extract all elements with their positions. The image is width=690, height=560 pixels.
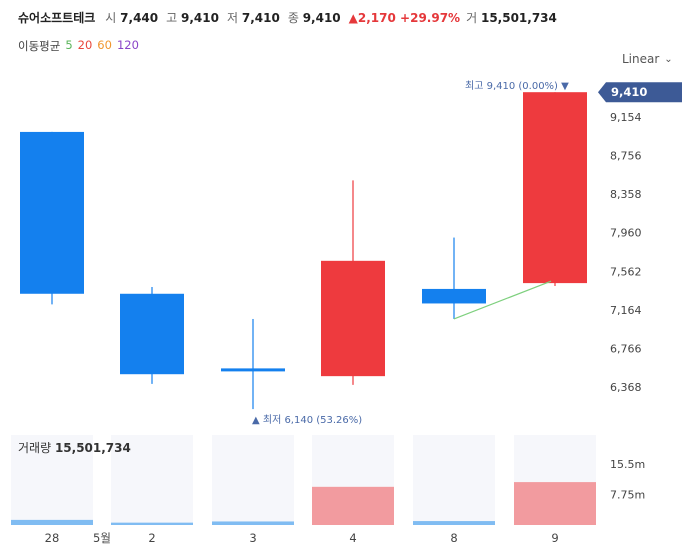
x-tick-label: 8 xyxy=(450,531,457,545)
ma-5[interactable]: 5 xyxy=(65,38,73,52)
volume-value: 15,501,734 xyxy=(480,11,557,25)
high-value: 9,410 xyxy=(181,11,219,25)
price-tick-label: 9,154 xyxy=(610,111,642,124)
price-tick-label: 7,164 xyxy=(610,304,642,317)
volume-panel-bg xyxy=(212,435,294,525)
volume-bar xyxy=(11,519,93,525)
candle-body xyxy=(422,288,486,304)
volume-tick-label: 15.5m xyxy=(610,458,645,471)
price-tick-label: 7,562 xyxy=(610,265,642,278)
high-label: 고 xyxy=(166,11,178,25)
volume-bar xyxy=(212,521,294,525)
x-tick-label: 3 xyxy=(249,531,256,545)
moving-average-legend: 이동평균 5 20 60 120 xyxy=(18,38,139,54)
chevron-down-icon: ⌄ xyxy=(664,53,673,65)
month-marker-label: 5월 xyxy=(93,531,111,545)
candle-body xyxy=(120,293,184,375)
candle-body xyxy=(20,131,84,294)
price-tick-label: 7,960 xyxy=(610,227,642,240)
price-tick-label: 6,368 xyxy=(610,381,642,394)
volume-bar xyxy=(413,521,495,525)
close-label: 종 xyxy=(287,11,299,25)
high-annotation: 최고 9,410 (0.00%) ▼ xyxy=(465,80,569,92)
scale-label: Linear xyxy=(622,52,660,66)
volume-panel-bg xyxy=(11,435,93,525)
low-label: 저 xyxy=(226,11,239,25)
moving-average-label: 이동평균 xyxy=(18,39,61,53)
x-tick-label: 9 xyxy=(551,531,558,545)
volume-panel-bg xyxy=(413,435,495,525)
current-price-label: 9,410 xyxy=(611,85,647,99)
change-up-icon: ▲ xyxy=(348,11,358,25)
close-value: 9,410 xyxy=(302,11,341,25)
volume-title: 거래량 15,501,734 xyxy=(18,441,131,455)
candle-body xyxy=(221,368,285,372)
volume-tick-label: 7.75m xyxy=(610,489,645,502)
volume-panel-bg xyxy=(111,435,193,525)
volume-bar xyxy=(111,522,193,525)
ma-20[interactable]: 20 xyxy=(77,38,93,52)
ma-120[interactable]: 120 xyxy=(116,38,139,52)
x-tick-label: 4 xyxy=(349,531,356,545)
low-value: 7,410 xyxy=(241,11,280,25)
stock-name: 슈어소프트테크 xyxy=(18,11,96,25)
price-summary: 슈어소프트테크 시 7,440 고 9,410 저 7,410 종 9,410 … xyxy=(18,9,559,26)
price-tick-label: 8,358 xyxy=(610,188,642,201)
current-price-tag xyxy=(598,82,682,103)
low-annotation: ▲ 최저 6,140 (53.26%) xyxy=(252,414,362,426)
price-tick-label: 6,766 xyxy=(610,342,642,355)
ma-60[interactable]: 60 xyxy=(97,38,112,52)
volume-title-value: 15,501,734 xyxy=(55,441,131,455)
x-tick-label: 2 xyxy=(148,531,155,545)
change-value: 2,170 xyxy=(357,11,396,25)
open-label: 시 xyxy=(105,11,117,25)
x-tick-label: 28 xyxy=(45,531,60,545)
volume-bar xyxy=(514,482,596,525)
volume-label: 거 xyxy=(466,11,478,25)
change-percent: +29.97% xyxy=(400,11,461,25)
volume-title-label: 거래량 xyxy=(18,441,55,455)
volume-bar xyxy=(312,486,394,525)
ma5-line xyxy=(453,280,552,320)
candle-body xyxy=(523,92,587,284)
price-tick-label: 8,756 xyxy=(610,150,642,163)
candle-body xyxy=(321,260,385,377)
scale-dropdown-button[interactable]: Linear ⌄ xyxy=(622,52,673,66)
open-value: 7,440 xyxy=(120,11,159,25)
